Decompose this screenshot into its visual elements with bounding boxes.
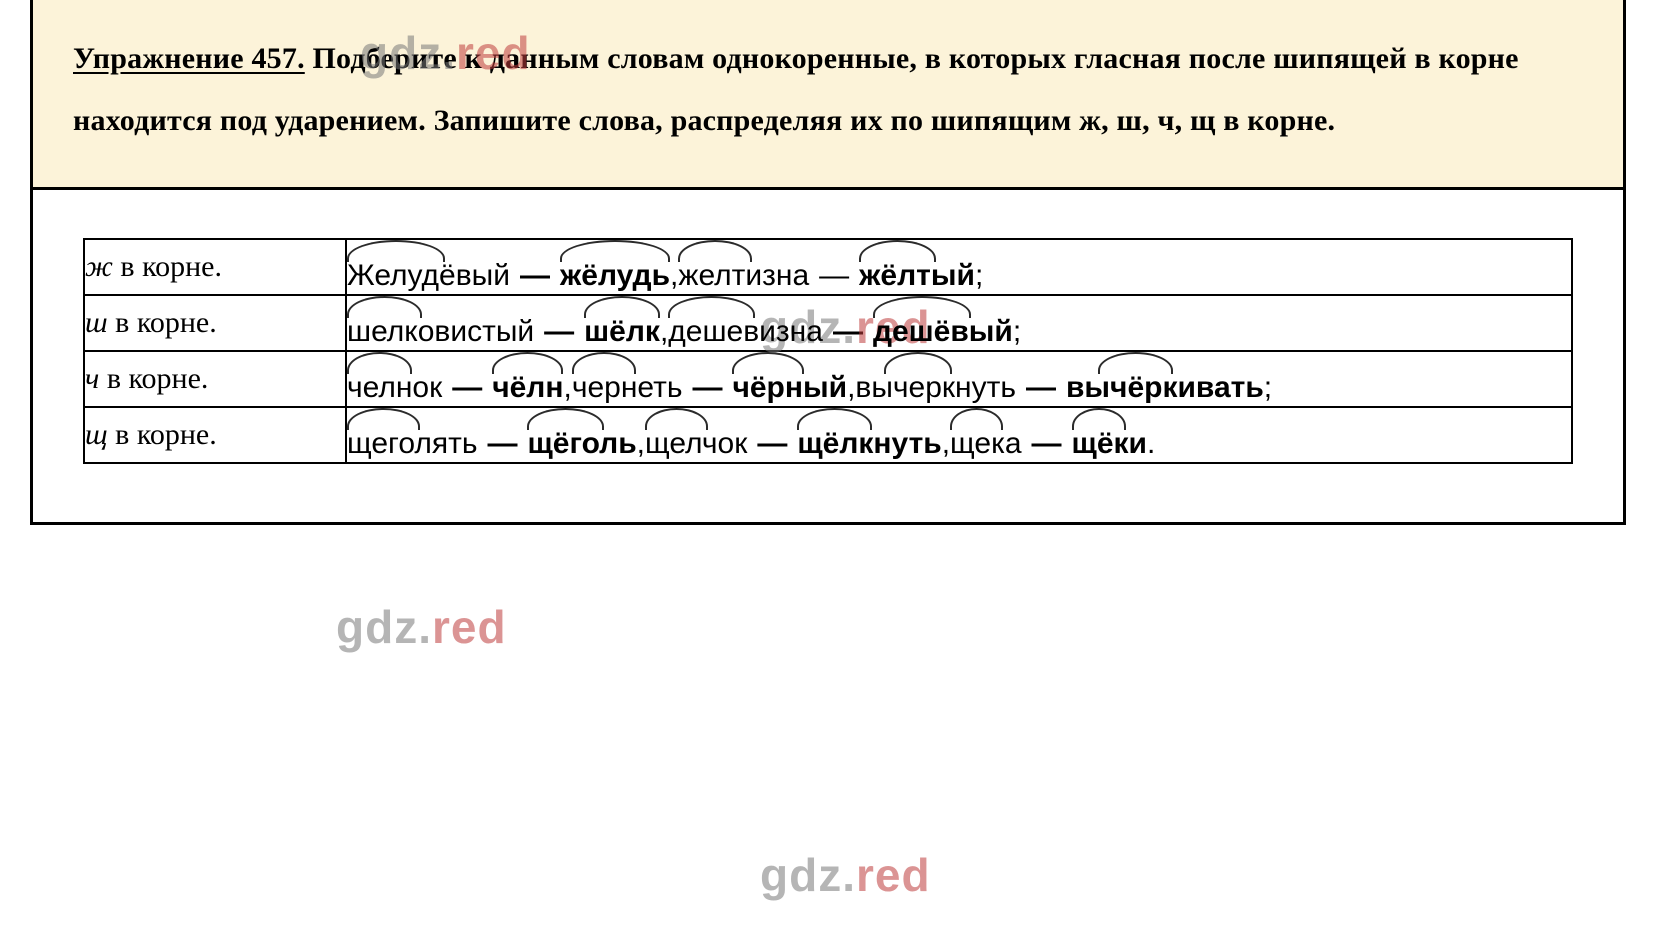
dash-separator: — — [442, 352, 492, 406]
word-text: шёлк — [584, 315, 660, 348]
word-segment: щека — [950, 408, 1022, 462]
word-line: челнок—чёлн, чернеть—чёрный, вычеркнуть—… — [347, 352, 1571, 406]
watermark: gdz.red — [336, 600, 507, 654]
row-letter: ж — [85, 250, 113, 283]
word-text: Желудёвый — [347, 259, 510, 292]
dash-separator: — — [1022, 408, 1072, 462]
word-segment: жёлудь — [560, 240, 670, 294]
table-row: щ в корне.щеголять—щёголь, щелчок—щёлкну… — [84, 407, 1572, 463]
row-letter: ч — [85, 362, 99, 395]
row-words: щеголять—щёголь, щелчок—щёлкнуть, щека—щ… — [346, 407, 1572, 463]
watermark-part1: gdz. — [760, 849, 856, 901]
row-label: ж в корне. — [84, 239, 346, 295]
word-text: чёрный — [732, 371, 847, 404]
punctuation: ; — [1264, 352, 1272, 406]
row-words: Желудёвый—жёлудь, желтизна—жёлтый; — [346, 239, 1572, 295]
row-label-rest: в корне. — [108, 418, 217, 451]
dash-separator: — — [510, 240, 560, 294]
watermark: gdz.red — [760, 848, 931, 902]
row-label: ш в корне. — [84, 295, 346, 351]
table-row: ш в корне.шелковистый—шёлк, дешевизна—де… — [84, 295, 1572, 351]
answers-wrap: ж в корне.Желудёвый—жёлудь, желтизна—жёл… — [33, 190, 1623, 522]
word-text: шелковистый — [347, 315, 534, 348]
row-words: челнок—чёлн, чернеть—чёрный, вычеркнуть—… — [346, 351, 1572, 407]
word-segment: чёлн — [492, 352, 563, 406]
punctuation: , — [942, 408, 950, 462]
watermark-part1: gdz. — [336, 601, 432, 653]
row-label-rest: в корне. — [99, 362, 208, 395]
word-text: дешёвый — [873, 315, 1013, 348]
row-label-rest: в корне. — [113, 250, 222, 283]
row-label: щ в корне. — [84, 407, 346, 463]
word-segment: вычеркнуть — [855, 352, 1016, 406]
watermark-part2: red — [432, 601, 507, 653]
dash-separator: — — [477, 408, 527, 462]
word-segment: щеголять — [347, 408, 477, 462]
word-segment: дешевизна — [668, 296, 823, 350]
row-letter: щ — [85, 418, 108, 451]
word-segment: щёголь — [527, 408, 636, 462]
word-text: чернеть — [572, 371, 683, 404]
row-letter: ш — [85, 306, 108, 339]
word-segment: Желудёвый — [347, 240, 510, 294]
word-segment: желтизна — [678, 240, 809, 294]
word-segment: щелчок — [645, 408, 747, 462]
row-label: ч в корне. — [84, 351, 346, 407]
word-text: жёлудь — [560, 259, 670, 292]
watermark-part2: red — [856, 849, 931, 901]
word-line: Желудёвый—жёлудь, желтизна—жёлтый; — [347, 240, 1571, 294]
word-segment: шелковистый — [347, 296, 534, 350]
exercise-container: Упражнение 457. Подберите к данным слова… — [30, 0, 1626, 525]
punctuation: . — [1147, 408, 1155, 462]
dash-separator: — — [809, 240, 859, 294]
task-title: Упражнение 457. — [73, 42, 305, 75]
punctuation: ; — [1013, 296, 1021, 350]
word-text: чёлн — [492, 371, 563, 404]
table-row: ж в корне.Желудёвый—жёлудь, желтизна—жёл… — [84, 239, 1572, 295]
word-segment: щёки — [1072, 408, 1147, 462]
word-text: вычёркивать — [1066, 371, 1264, 404]
word-line: шелковистый—шёлк, дешевизна—дешёвый; — [347, 296, 1571, 350]
task-box: Упражнение 457. Подберите к данным слова… — [33, 0, 1623, 190]
word-text: щеголять — [347, 427, 477, 460]
word-text: дешевизна — [668, 315, 823, 348]
dash-separator: — — [747, 408, 797, 462]
table-row: ч в корне.челнок—чёлн, чернеть—чёрный, в… — [84, 351, 1572, 407]
dash-separator: — — [1016, 352, 1066, 406]
word-text: желтизна — [678, 259, 809, 292]
punctuation: ; — [975, 240, 983, 294]
dash-separator: — — [534, 296, 584, 350]
word-segment: вычёркивать — [1066, 352, 1264, 406]
word-segment: жёлтый — [859, 240, 975, 294]
word-line: щеголять—щёголь, щелчок—щёлкнуть, щека—щ… — [347, 408, 1571, 462]
row-words: шелковистый—шёлк, дешевизна—дешёвый; — [346, 295, 1572, 351]
word-text: челнок — [347, 371, 442, 404]
word-segment: чернеть — [572, 352, 683, 406]
dash-separator: — — [682, 352, 732, 406]
word-text: щёголь — [527, 427, 636, 460]
punctuation: , — [563, 352, 571, 406]
dash-separator: — — [823, 296, 873, 350]
page: Упражнение 457. Подберите к данным слова… — [0, 0, 1656, 932]
word-text: щелчок — [645, 427, 747, 460]
word-segment: щёлкнуть — [797, 408, 941, 462]
row-label-rest: в корне. — [108, 306, 217, 339]
word-text: щёки — [1072, 427, 1147, 460]
word-segment: чёрный — [732, 352, 847, 406]
word-segment: шёлк — [584, 296, 660, 350]
word-text: вычеркнуть — [855, 371, 1016, 404]
word-text: щека — [950, 427, 1022, 460]
word-segment: челнок — [347, 352, 442, 406]
word-segment: дешёвый — [873, 296, 1013, 350]
word-text: щёлкнуть — [797, 427, 941, 460]
punctuation: , — [637, 408, 645, 462]
word-text: жёлтый — [859, 259, 975, 292]
answers-table: ж в корне.Желудёвый—жёлудь, желтизна—жёл… — [83, 238, 1573, 464]
